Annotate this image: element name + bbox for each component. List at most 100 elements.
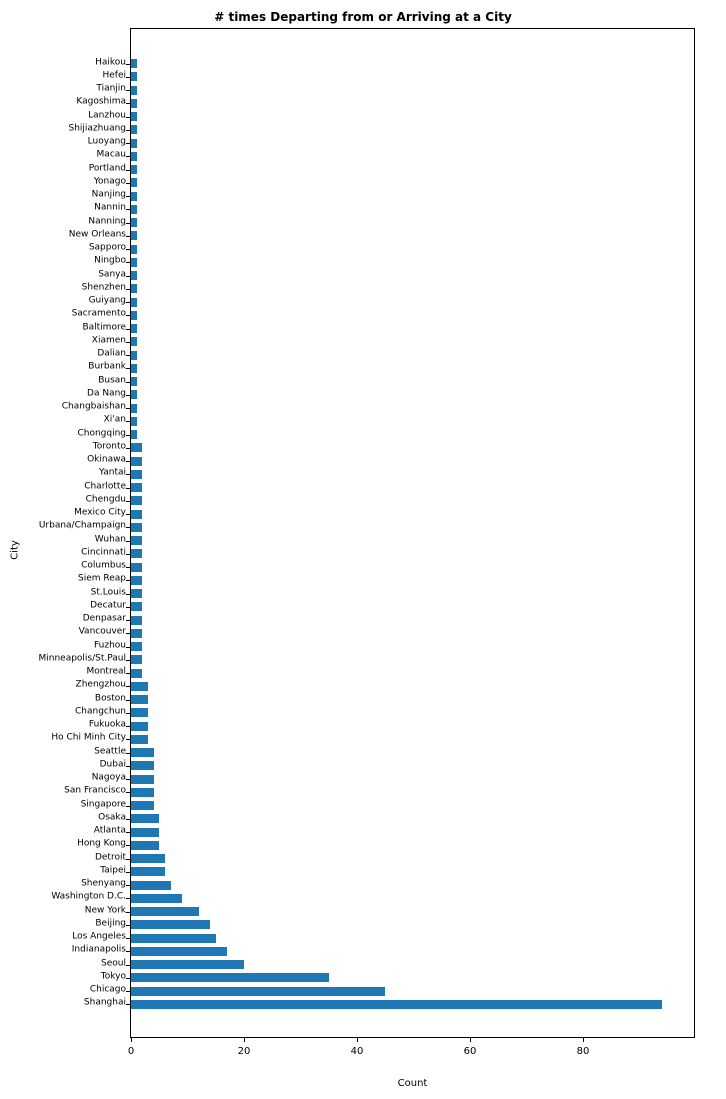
y-tick-label: Busan [6,376,126,385]
y-tick-label: Washington D.C. [6,893,126,902]
y-tick-mark [126,421,131,422]
y-tick-mark [126,580,131,581]
bar [131,761,154,770]
y-tick-label: Ho Chi Minh City [6,734,126,743]
y-tick-label: Shanghai [6,999,126,1008]
y-tick-label: Sapporo [6,244,126,253]
y-tick-mark [126,739,131,740]
bar [131,523,142,532]
y-tick-label: Da Nang [6,389,126,398]
y-tick-mark [126,170,131,171]
y-tick-label: Burbank [6,363,126,372]
y-tick-label: Luoyang [6,138,126,147]
bar [131,377,137,386]
y-tick-mark [126,832,131,833]
bar [131,960,244,969]
bar [131,284,137,293]
y-tick-label: Shenyang [6,880,126,889]
y-tick-label: Hong Kong [6,840,126,849]
y-tick-label: Boston [6,694,126,703]
bar [131,271,137,280]
bar [131,828,159,837]
y-tick-mark [126,567,131,568]
y-tick-mark [126,673,131,674]
bar [131,99,137,108]
bar [131,788,154,797]
bar [131,695,148,704]
y-tick-label: New York [6,906,126,915]
bar [131,920,210,929]
y-tick-mark [126,912,131,913]
bar [131,894,182,903]
bar [131,973,329,982]
y-tick-label: Ningbo [6,257,126,266]
bar [131,205,137,214]
y-tick-mark [126,872,131,873]
bar [131,814,159,823]
x-tick [244,1037,245,1042]
y-tick-mark [126,474,131,475]
y-tick-mark [126,461,131,462]
y-tick-label: Chicago [6,986,126,995]
y-tick-mark [126,806,131,807]
x-tick-label: 40 [351,1046,364,1057]
bar [131,563,142,572]
y-tick-mark [126,355,131,356]
y-tick-mark [126,514,131,515]
y-tick-mark [126,965,131,966]
bar [131,298,137,307]
bar [131,801,154,810]
bar [131,390,137,399]
y-tick-mark [126,779,131,780]
y-tick-label: Mexico City [6,509,126,518]
y-tick-mark [126,77,131,78]
bar [131,218,137,227]
chart-container: # times Departing from or Arriving at a … [0,0,726,1099]
y-tick-mark [126,647,131,648]
y-tick-mark [126,938,131,939]
bar [131,59,137,68]
y-tick-label: Shenzhen [6,283,126,292]
y-tick-mark [126,223,131,224]
x-tick [357,1037,358,1042]
y-tick-mark [126,726,131,727]
bar [131,430,137,439]
bar [131,907,199,916]
y-tick-mark [126,408,131,409]
y-tick-mark [126,196,131,197]
bar [131,722,148,731]
y-tick-mark [126,276,131,277]
x-tick-label: 20 [238,1046,251,1057]
y-tick-label: Cincinnati [6,548,126,557]
bar [131,775,154,784]
y-tick-label: New Orleans [6,230,126,239]
y-tick-mark [126,713,131,714]
bar [131,629,142,638]
bar [131,655,142,664]
bar [131,536,142,545]
y-tick-mark [126,978,131,979]
y-tick-mark [126,686,131,687]
y-tick-mark [126,633,131,634]
x-tick-label: 0 [128,1046,134,1057]
bar [131,841,159,850]
y-tick-mark [126,103,131,104]
y-tick-label: Siem Reap [6,575,126,584]
x-tick-label: 60 [464,1046,477,1057]
y-tick-label: Chengdu [6,495,126,504]
y-tick-label: Yantai [6,469,126,478]
y-tick-mark [126,1004,131,1005]
y-tick-label: Baltimore [6,323,126,332]
y-tick-mark [126,302,131,303]
bar [131,510,142,519]
bar [131,708,148,717]
y-tick-mark [126,130,131,131]
y-tick-mark [126,117,131,118]
y-tick-mark [126,845,131,846]
y-tick-mark [126,435,131,436]
y-tick-mark [126,236,131,237]
bar [131,72,137,81]
y-tick-mark [126,448,131,449]
y-tick-label: St.Louis [6,588,126,597]
y-tick-mark [126,792,131,793]
